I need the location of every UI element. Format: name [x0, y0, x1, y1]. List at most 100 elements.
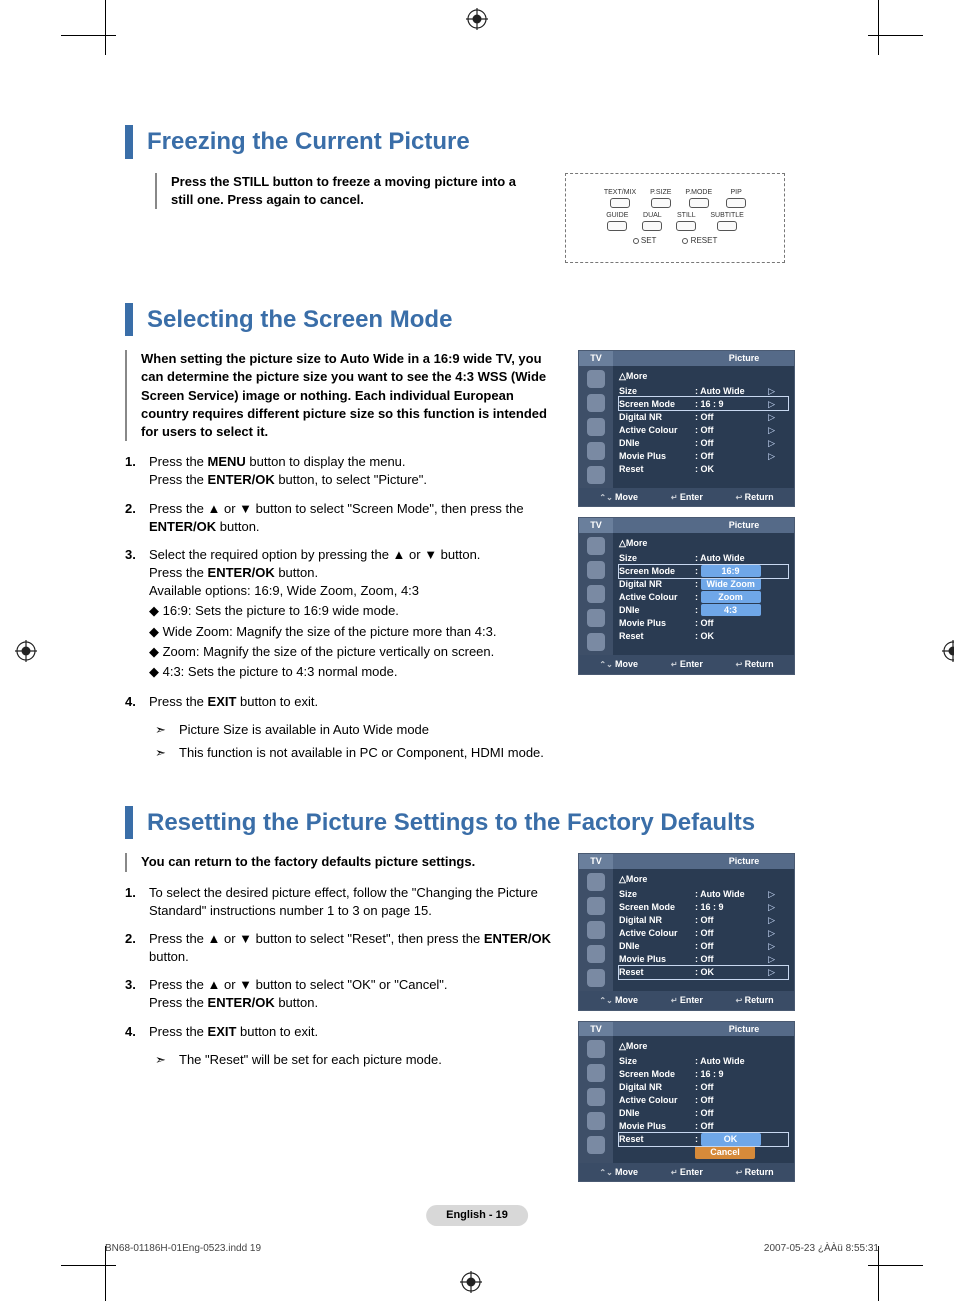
- osd-row-label: Screen Mode: [619, 901, 695, 914]
- step-body: To select the desired picture effect, fo…: [149, 884, 556, 920]
- osd-row-label: DNIe: [619, 1107, 695, 1120]
- osd-row-label: Movie Plus: [619, 953, 695, 966]
- step-line: Press the ENTER/OK button, to select "Pi…: [149, 471, 556, 489]
- osd-sidebar-icon: [587, 1112, 605, 1130]
- section-heading-bar: Selecting the Screen Mode: [125, 303, 795, 337]
- osd-panel: △MoreSize: Auto WideScreen Mode: 16 : 9D…: [613, 1036, 794, 1163]
- osd-row-value: : Off: [695, 940, 765, 953]
- osd-row-value: : 16 : 9: [695, 1068, 765, 1081]
- osd-row-label: Reset: [619, 630, 695, 643]
- osd-menu-row: Movie Plus: Off▷: [619, 449, 788, 462]
- step-body: Press the ▲ or ▼ button to select "Scree…: [149, 500, 556, 536]
- osd-row-label: Active Colour: [619, 927, 695, 940]
- osd-footer: MoveEnterReturn: [579, 991, 794, 1010]
- step-number: 3.: [125, 546, 149, 683]
- osd-panel: △MoreSize: Auto Wide▷Screen Mode: 16 : 9…: [613, 366, 794, 488]
- manual-page: Freezing the Current Picture Press the S…: [0, 0, 954, 1301]
- note-icon: ➣: [155, 721, 179, 739]
- osd-menu-row: Screen Mode: 16 : 9▷: [619, 901, 788, 914]
- osd-row-value: : Off: [695, 1094, 765, 1107]
- osd-row-value: : Off: [695, 953, 765, 966]
- footer-file-path: BN68-01186H-01Eng-0523.indd 19: [105, 1242, 261, 1256]
- osd-sidebar-icon: [587, 561, 605, 579]
- osd-row-label: Active Colour: [619, 1094, 695, 1107]
- step-line: Press the ▲ or ▼ button to select "Scree…: [149, 500, 556, 536]
- osd-menu-row: DNIe: Off: [619, 1107, 788, 1120]
- note-icon: ➣: [155, 1051, 179, 1069]
- note-item: ➣This function is not available in PC or…: [155, 744, 556, 762]
- osd-menu-row: DNIe: 4:3: [619, 604, 788, 617]
- section-intro: When setting the picture size to Auto Wi…: [125, 350, 556, 441]
- osd-menu-row: Reset: OK: [619, 462, 788, 475]
- osd-row-value: : OK: [695, 463, 765, 476]
- osd-foot-return: Return: [736, 491, 774, 504]
- osd-title: Picture: [694, 518, 794, 533]
- osd-row-arrow-icon: ▷: [765, 953, 775, 966]
- osd-row-value: : Off: [695, 1107, 765, 1120]
- osd-tab-tv: TV: [579, 854, 613, 869]
- section-screen-mode: Selecting the Screen Mode When setting t…: [125, 303, 795, 766]
- osd-sidebar-icon: [587, 394, 605, 412]
- osd-row-label: Movie Plus: [619, 450, 695, 463]
- osd-sidebar-icon: [587, 897, 605, 915]
- osd-row-arrow-icon: ▷: [765, 385, 775, 398]
- osd-footer: MoveEnterReturn: [579, 488, 794, 507]
- osd-row-value: : OK: [695, 630, 765, 643]
- step-sub-item: ◆ Wide Zoom: Magnify the size of the pic…: [149, 623, 556, 641]
- osd-row-value: : Auto Wide: [695, 552, 765, 565]
- osd-menu-row: Active Colour: Off: [619, 1094, 788, 1107]
- osd-row-label: Digital NR: [619, 914, 695, 927]
- crop-mark: [61, 35, 116, 36]
- osd-tab-tv: TV: [579, 518, 613, 533]
- step-item: 3.Press the ▲ or ▼ button to select "OK"…: [125, 976, 556, 1012]
- osd-row-label: Reset: [619, 463, 695, 476]
- osd-row-arrow-icon: ▷: [765, 940, 775, 953]
- osd-menu-row: Reset: OK▷: [619, 966, 788, 979]
- section-heading-bar: Resetting the Picture Settings to the Fa…: [125, 806, 795, 840]
- osd-sidebar-icon: [587, 633, 605, 651]
- osd-menu-row: Screen Mode: 16:9: [619, 565, 788, 578]
- osd-row-value: : Off: [695, 411, 765, 424]
- section-title: Selecting the Screen Mode: [147, 303, 795, 337]
- osd-row-label: DNIe: [619, 940, 695, 953]
- osd-row-label: Size: [619, 1055, 695, 1068]
- osd-row-value: : Wide Zoom: [695, 578, 765, 591]
- osd-sidebar-icon: [587, 585, 605, 603]
- osd-row-arrow-icon: ▷: [765, 398, 775, 411]
- osd-sidebar: [579, 366, 613, 488]
- osd-row-label: Movie Plus: [619, 617, 695, 630]
- osd-row-arrow-icon: ▷: [765, 914, 775, 927]
- remote-button-label: P.MODE: [685, 189, 712, 208]
- osd-row-arrow-icon: ▷: [765, 450, 775, 463]
- registration-mark-icon: [15, 640, 37, 662]
- remote-reset-label: RESET: [682, 235, 717, 246]
- osd-sidebar-icon: [587, 1040, 605, 1058]
- osd-row-value: Cancel: [695, 1146, 765, 1159]
- osd-row-label: Reset: [619, 1133, 695, 1146]
- osd-more-label: △More: [619, 370, 788, 383]
- osd-row-label: DNIe: [619, 604, 695, 617]
- osd-row-label: Active Colour: [619, 424, 695, 437]
- osd-row-label: Digital NR: [619, 1081, 695, 1094]
- osd-foot-enter: Enter: [671, 994, 703, 1007]
- osd-sidebar: [579, 869, 613, 991]
- crop-mark: [105, 0, 106, 55]
- osd-sidebar-icon: [587, 1136, 605, 1154]
- step-number: 1.: [125, 884, 149, 920]
- osd-foot-move: Move: [599, 994, 638, 1007]
- osd-screenshot: TVPicture△MoreSize: Auto Wide▷Screen Mod…: [578, 853, 795, 1010]
- note-item: ➣Picture Size is available in Auto Wide …: [155, 721, 556, 739]
- footer-timestamp: 2007-05-23 ¿ÀÀü 8:55:31: [764, 1242, 879, 1256]
- remote-button-label: STILL: [676, 212, 696, 231]
- osd-foot-move: Move: [599, 1166, 638, 1179]
- osd-menu-row: DNIe: Off▷: [619, 436, 788, 449]
- osd-row-value: : Off: [695, 927, 765, 940]
- note-text: The "Reset" will be set for each picture…: [179, 1051, 442, 1069]
- registration-mark-icon: [466, 8, 488, 30]
- osd-menu-row: Size: Auto Wide: [619, 1055, 788, 1068]
- osd-foot-enter: Enter: [671, 491, 703, 504]
- osd-menu-row: Digital NR: Off: [619, 1081, 788, 1094]
- osd-more-label: △More: [619, 1040, 788, 1053]
- step-line: Select the required option by pressing t…: [149, 546, 556, 564]
- osd-foot-return: Return: [736, 658, 774, 671]
